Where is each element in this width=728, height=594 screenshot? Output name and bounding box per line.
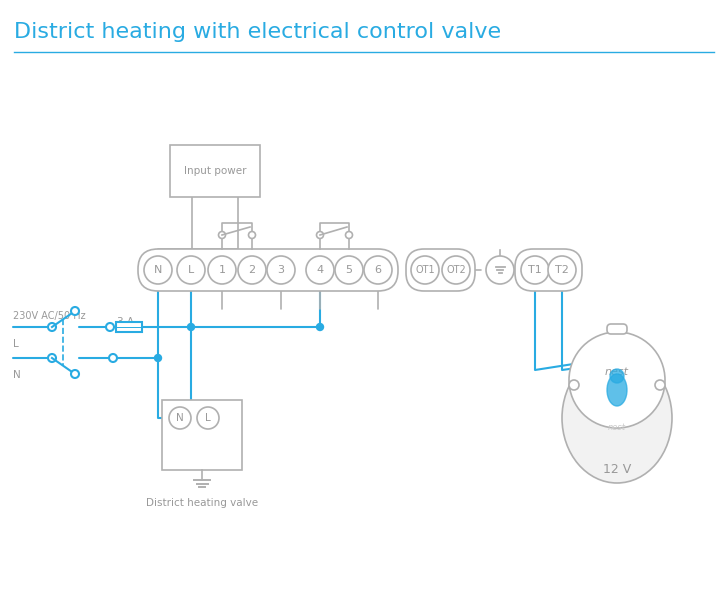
Text: L: L xyxy=(205,413,211,423)
Circle shape xyxy=(188,324,194,330)
Circle shape xyxy=(71,370,79,378)
FancyBboxPatch shape xyxy=(406,249,475,291)
Circle shape xyxy=(177,256,205,284)
Circle shape xyxy=(364,256,392,284)
Circle shape xyxy=(548,256,576,284)
Circle shape xyxy=(569,332,665,428)
FancyBboxPatch shape xyxy=(170,145,260,197)
Circle shape xyxy=(48,354,56,362)
Circle shape xyxy=(306,256,334,284)
Text: nest: nest xyxy=(608,424,626,432)
Circle shape xyxy=(197,407,219,429)
Circle shape xyxy=(411,256,439,284)
Circle shape xyxy=(71,307,79,315)
Text: OT2: OT2 xyxy=(446,265,466,275)
Circle shape xyxy=(144,256,172,284)
Text: 6: 6 xyxy=(374,265,381,275)
Ellipse shape xyxy=(562,353,672,483)
Text: 230V AC/50 Hz: 230V AC/50 Hz xyxy=(13,311,86,321)
Text: N: N xyxy=(176,413,184,423)
Text: 3 A: 3 A xyxy=(117,317,134,327)
Text: District heating valve: District heating valve xyxy=(146,498,258,508)
Circle shape xyxy=(267,256,295,284)
Circle shape xyxy=(106,323,114,331)
Circle shape xyxy=(346,232,352,239)
Circle shape xyxy=(208,256,236,284)
Circle shape xyxy=(655,380,665,390)
FancyBboxPatch shape xyxy=(162,400,242,470)
Circle shape xyxy=(169,407,191,429)
Text: 3: 3 xyxy=(277,265,285,275)
Circle shape xyxy=(48,323,56,331)
Circle shape xyxy=(569,380,579,390)
FancyBboxPatch shape xyxy=(515,249,582,291)
Text: District heating with electrical control valve: District heating with electrical control… xyxy=(14,22,501,42)
Text: 12 V: 12 V xyxy=(603,463,631,476)
Circle shape xyxy=(109,354,117,362)
Text: 5: 5 xyxy=(346,265,352,275)
Text: Input power: Input power xyxy=(183,166,246,176)
Text: OT1: OT1 xyxy=(415,265,435,275)
Text: nest: nest xyxy=(605,367,629,377)
Ellipse shape xyxy=(607,374,627,406)
Circle shape xyxy=(486,256,514,284)
FancyBboxPatch shape xyxy=(116,322,142,332)
Text: 4: 4 xyxy=(317,265,323,275)
Circle shape xyxy=(238,256,266,284)
Circle shape xyxy=(610,369,624,383)
Text: T2: T2 xyxy=(555,265,569,275)
Circle shape xyxy=(248,232,256,239)
Text: N: N xyxy=(13,370,21,380)
Circle shape xyxy=(154,355,162,362)
Text: N: N xyxy=(154,265,162,275)
FancyBboxPatch shape xyxy=(607,324,627,334)
Circle shape xyxy=(218,232,226,239)
Text: L: L xyxy=(188,265,194,275)
Circle shape xyxy=(442,256,470,284)
Text: 2: 2 xyxy=(248,265,256,275)
Text: L: L xyxy=(13,339,19,349)
Circle shape xyxy=(317,324,323,330)
Text: 1: 1 xyxy=(218,265,226,275)
Text: T1: T1 xyxy=(528,265,542,275)
Circle shape xyxy=(521,256,549,284)
FancyBboxPatch shape xyxy=(138,249,398,291)
Circle shape xyxy=(335,256,363,284)
Circle shape xyxy=(317,232,323,239)
